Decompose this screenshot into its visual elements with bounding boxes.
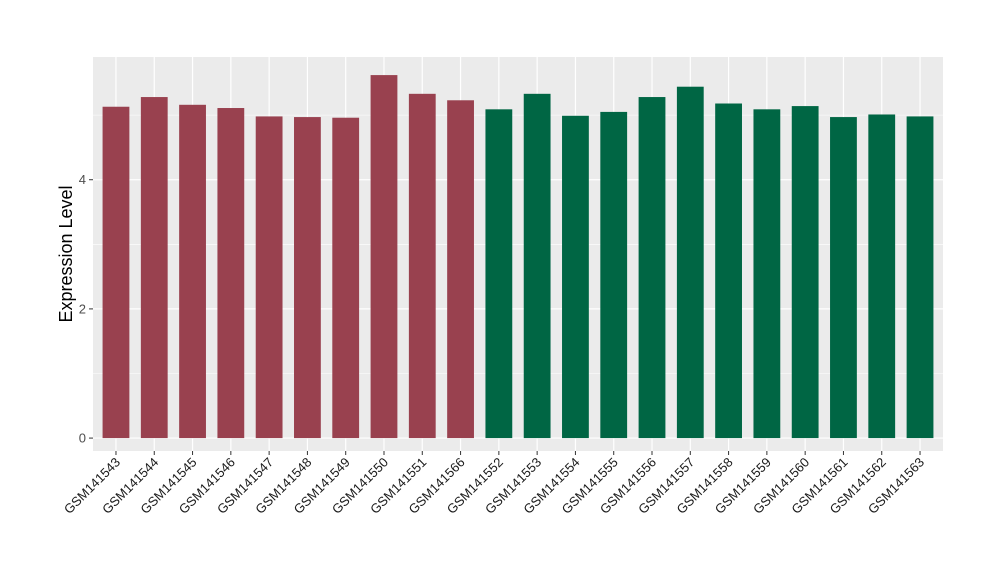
bar-GSM141563 [906,116,934,439]
bar-GSM141561 [830,117,857,439]
bar-GSM141550 [370,75,398,439]
bar-GSM141562 [868,114,896,439]
bar-GSM141566 [447,100,474,439]
bar-GSM141552 [485,109,513,439]
y-tick-label-0: 0 [79,431,86,446]
bar-GSM141557 [676,86,704,439]
bars [102,75,934,439]
bar-GSM141549 [332,117,360,439]
y-axis: 0 2 4 [79,172,93,446]
bar-GSM141551 [408,93,436,439]
x-axis: GSM141543GSM141544GSM141545GSM141546GSM1… [61,451,927,517]
bar-GSM141545 [179,104,206,439]
bar-GSM141554 [562,115,589,439]
bar-GSM141555 [600,111,628,439]
bar-GSM141553 [523,93,551,439]
bar-GSM141543 [102,106,130,439]
y-tick-label-2: 4 [79,172,86,187]
bar-GSM141560 [791,106,819,439]
bar-GSM141547 [255,116,283,439]
y-tick-label-1: 2 [79,301,86,316]
bar-GSM141559 [753,109,781,439]
bar-GSM141544 [140,97,168,439]
bar-GSM141558 [715,103,742,439]
bar-GSM141546 [217,108,245,439]
bar-GSM141556 [638,97,666,439]
y-axis-title: Expression Level [56,185,76,322]
bar-GSM141548 [294,117,321,439]
